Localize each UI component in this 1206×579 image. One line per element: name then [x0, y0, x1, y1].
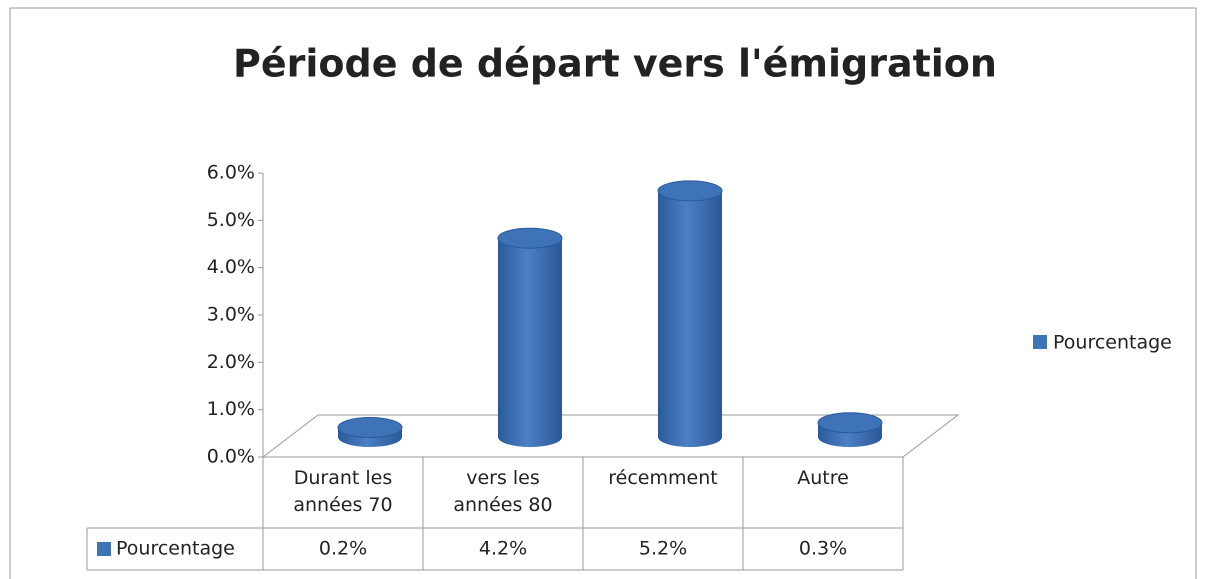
chart-title: Période de départ vers l'émigration	[233, 42, 997, 86]
bar-body	[498, 238, 562, 447]
bar-top	[817, 412, 883, 434]
y-tick-label: 1.0%	[207, 398, 255, 420]
y-tick-label: 0.0%	[207, 446, 255, 468]
bar	[657, 180, 723, 447]
x-category-label: Durant les années 70	[293, 467, 393, 516]
x-category-label: récemment	[608, 467, 718, 489]
bar	[337, 417, 403, 447]
legend-swatch	[1033, 335, 1047, 349]
bar-top	[337, 417, 403, 439]
table-value: 4.2%	[479, 538, 527, 560]
y-tick-label: 4.0%	[207, 256, 255, 278]
y-tick-label: 6.0%	[207, 162, 255, 184]
y-tick-label: 2.0%	[207, 351, 255, 373]
x-category-label: vers les années 80	[453, 467, 553, 516]
bar-top	[497, 227, 563, 249]
chart-border	[9, 7, 1197, 579]
y-tick-label: 5.0%	[207, 209, 255, 231]
bar-top	[657, 180, 723, 202]
bar	[497, 227, 563, 447]
table-legend-swatch	[97, 542, 111, 556]
x-category-label: Autre	[797, 467, 849, 489]
floor	[261, 414, 960, 458]
bar	[817, 412, 883, 447]
bar-body	[658, 190, 722, 447]
table-value: 0.3%	[799, 538, 847, 560]
table-value: 0.2%	[319, 538, 367, 560]
y-tick-label: 3.0%	[207, 304, 255, 326]
table-series-name: Pourcentage	[116, 538, 235, 560]
legend-label: Pourcentage	[1053, 332, 1172, 354]
table-value: 5.2%	[639, 538, 687, 560]
